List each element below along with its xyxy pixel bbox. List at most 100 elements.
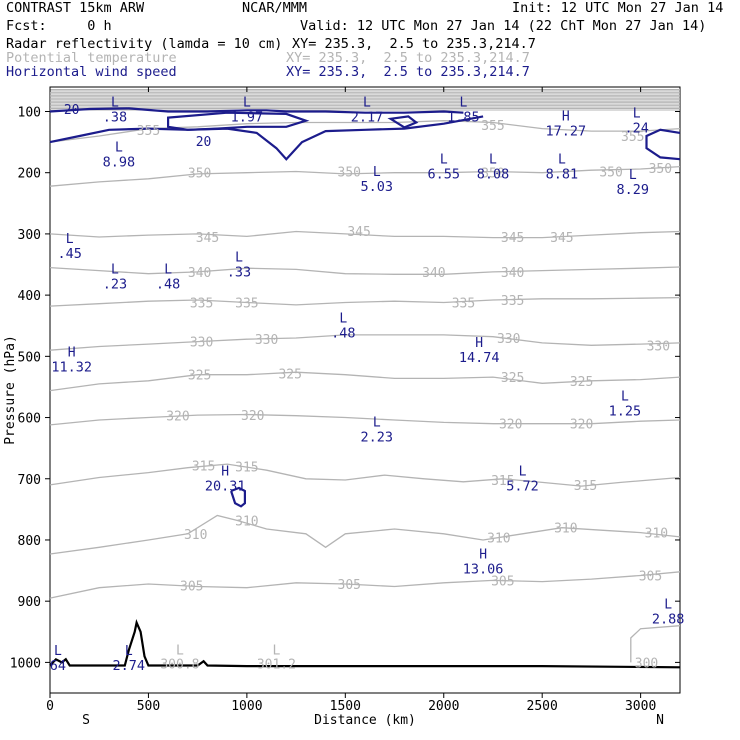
extremum-low-marker: L	[235, 250, 243, 265]
extremum-low-marker: L	[339, 312, 347, 327]
isentrope-310	[49, 514, 681, 555]
isentrope-label: 345	[347, 225, 370, 240]
y-tick-label: 500	[18, 350, 41, 365]
y-tick-label: 900	[18, 595, 41, 610]
extremum-low-marker: L	[373, 416, 381, 431]
extremum-low-marker: L	[164, 263, 172, 278]
isentrope-330	[49, 334, 681, 351]
isentrope-label: 300	[635, 656, 658, 671]
extremum-low-marker: L	[115, 140, 123, 155]
isentrope-label: 330	[190, 336, 213, 351]
isentrope-label: 315	[574, 479, 597, 494]
x-tick-label: 0	[46, 699, 54, 714]
y-tick-label: 200	[18, 167, 41, 182]
extremum-value: 8.08	[477, 167, 510, 183]
isentrope-label: 320	[570, 418, 593, 433]
y-tick-label: 100	[18, 105, 41, 120]
theta-low-marker: L	[272, 643, 280, 658]
extremum-value: 1.85	[447, 110, 480, 126]
isentrope-300	[630, 625, 681, 663]
wind-contour-label: 20	[64, 103, 80, 118]
extremum-low-marker: L	[111, 263, 119, 278]
isentrope-label: 315	[235, 461, 258, 476]
isentrope-label: 350	[599, 165, 622, 180]
field2-xy: XY= 235.3, 2.5 to 235.3,214.7	[286, 50, 530, 66]
x-axis-title: Distance (km)	[314, 713, 416, 728]
isentrope-320	[49, 413, 681, 426]
extremum-high-marker: H	[479, 547, 487, 562]
extremum-low-marker: L	[664, 598, 672, 613]
isentrope-label: 355	[137, 124, 160, 139]
extremum-low-marker: L	[519, 465, 527, 480]
extremum-low-marker: L	[373, 165, 381, 180]
wind-contour-20	[230, 486, 246, 508]
x-tick-label: 2500	[527, 699, 558, 714]
isentrope-label: 330	[255, 333, 278, 348]
extremum-low-marker: L	[460, 96, 468, 111]
theta-low-value: 300.8	[160, 657, 199, 672]
extremum-value: 1.25	[609, 403, 642, 419]
isentrope-label: 345	[501, 231, 524, 246]
extremum-value: 14.74	[459, 350, 500, 366]
wind-contour-20	[49, 115, 484, 161]
valid-time: Valid: 12 UTC Mon 27 Jan 14 (22 ChT Mon …	[300, 18, 707, 34]
isentrope-label: 310	[235, 514, 258, 529]
field3-xy: XY= 235.3, 2.5 to 235.3,214.7	[286, 64, 530, 80]
isentrope-label: 340	[188, 266, 211, 281]
extremum-value: 1.97	[231, 110, 264, 126]
isentrope-label: 310	[184, 528, 207, 543]
model-title: CONTRAST 15km ARW	[6, 0, 145, 16]
extremum-low-marker: L	[54, 644, 62, 659]
isentrope-label: 330	[647, 339, 670, 354]
isentrope-label: 305	[338, 578, 361, 593]
extremum-low-marker: L	[558, 153, 566, 168]
extremum-value: 5.03	[361, 179, 394, 195]
extremum-value: .48	[331, 326, 355, 342]
endpoint-left-label: S	[82, 713, 90, 728]
isentrope-label: 325	[501, 371, 524, 386]
isentrope-345	[49, 230, 681, 239]
theta-low-marker: L	[176, 643, 184, 658]
field1-name: Radar reflectivity (lamda = 10 cm)	[6, 36, 283, 52]
extremum-low-marker: L	[621, 389, 629, 404]
isentrope-label: 325	[570, 375, 593, 390]
isentrope-label: 305	[491, 574, 514, 589]
extremum-value: .48	[156, 277, 180, 293]
extremum-low-marker: L	[440, 153, 448, 168]
extremum-low-marker: L	[363, 96, 371, 111]
wind-contour-20	[167, 111, 310, 131]
isentrope-label: 310	[487, 532, 510, 547]
extremum-value: .33	[227, 264, 251, 280]
extremum-high-marker: H	[68, 345, 76, 360]
x-tick-label: 1500	[330, 699, 361, 714]
extremum-low-marker: L	[629, 168, 637, 183]
y-tick-label: 700	[18, 473, 41, 488]
isentrope-label: 335	[235, 296, 258, 311]
y-tick-label: 400	[18, 289, 41, 304]
wind-contour-20	[387, 115, 419, 129]
y-axis-title: Pressure (hPa)	[3, 335, 18, 445]
isentrope-label: 315	[491, 474, 514, 489]
isentrope-label: 355	[481, 119, 504, 134]
isentrope-315	[49, 463, 681, 487]
x-tick-label: 3000	[625, 699, 656, 714]
isentrope-305	[49, 571, 681, 599]
extremum-value: 8.98	[103, 154, 136, 170]
extremum-value: .24	[624, 121, 648, 137]
isentrope-label: 325	[278, 367, 301, 382]
field3-name: Horizontal wind speed	[6, 64, 177, 80]
terrain-line	[49, 618, 681, 669]
extremum-value: 6.55	[427, 167, 460, 183]
isentrope-label: 345	[196, 231, 219, 246]
extremum-value: 2.17	[351, 110, 384, 126]
extremum-low-marker: L	[633, 107, 641, 122]
isentrope-label: 350	[188, 167, 211, 182]
isentrope-label: 335	[190, 296, 213, 311]
isentrope-label: 320	[166, 410, 189, 425]
y-tick-label: 1000	[10, 656, 41, 671]
extremum-high-marker: H	[562, 110, 570, 125]
extremum-low-marker: L	[111, 96, 119, 111]
extremum-low-marker: L	[66, 232, 74, 247]
isentrope-label: 335	[452, 296, 475, 311]
